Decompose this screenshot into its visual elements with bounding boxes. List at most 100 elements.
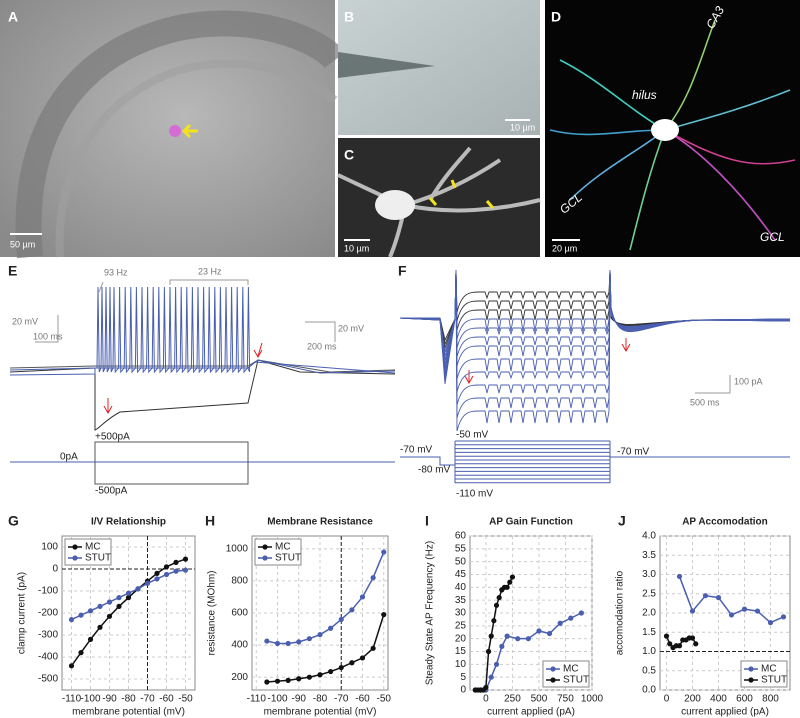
arrow [181, 123, 198, 139]
y-tick-label: 40 [455, 582, 467, 593]
data-point [182, 567, 189, 573]
y-axis-label: Steady State AP Frequency (Hz) [425, 541, 436, 685]
data-point [97, 624, 103, 630]
current-label: 0pA [60, 452, 78, 463]
x-tick-label: -80 [121, 694, 136, 705]
data-point [483, 684, 489, 691]
panel-f: F 100 pA 500 ms -70 mV -80 mV -50 mV -11… [398, 263, 791, 500]
panel-letter: C [344, 147, 354, 163]
micrograph [338, 138, 540, 257]
data-point [274, 678, 281, 684]
data-point [106, 613, 113, 619]
legend-label: MC [275, 542, 291, 553]
x-tick-label: 1000 [581, 694, 604, 705]
data-point [173, 559, 179, 566]
data-point [87, 636, 94, 643]
data-point [106, 599, 113, 605]
panel-c: 10 µm C [337, 138, 541, 258]
x-tick-label: -110 [62, 694, 82, 705]
data-point [296, 676, 302, 682]
y-tick-label: -300 [38, 630, 58, 641]
rest-trace [9, 359, 396, 373]
data-point [741, 606, 748, 612]
y-tick-label: -200 [38, 608, 58, 619]
data-point [546, 630, 553, 637]
x-tick-label: 0 [483, 694, 489, 705]
y-tick-label: -100 [38, 586, 58, 597]
data-point [173, 568, 179, 574]
data-point [338, 616, 344, 623]
x-tick-label: -90 [292, 694, 307, 705]
y-tick-label: 3.5 [642, 550, 656, 561]
chart-title: I/V Relationship [91, 517, 166, 528]
x-tick-label: 600 [736, 694, 753, 705]
scale-label: 20 mV [338, 323, 364, 333]
y-tick-label: 800 [231, 576, 248, 587]
data-point [767, 620, 774, 626]
x-axis-label: membrane potential (mV) [264, 707, 377, 718]
data-point [578, 610, 584, 616]
frequency-label: 23 Hz [198, 266, 222, 276]
soma [375, 190, 415, 220]
scale-bar [695, 375, 731, 394]
x-tick-label: -70 [334, 694, 349, 705]
panel-b: 10 µm B [338, 0, 540, 135]
y-tick-label: 2.0 [642, 608, 656, 619]
data-point [515, 636, 521, 642]
voltage-label: -80 mV [418, 465, 451, 476]
y-tick-label: 0 [52, 564, 58, 575]
data-point [485, 648, 492, 655]
x-tick-label: 800 [762, 694, 779, 705]
data-point [317, 632, 323, 638]
scale-label: 500 ms [690, 397, 720, 407]
y-tick-label: 0.5 [642, 665, 656, 676]
cell-layer [15, 10, 346, 259]
y-tick-label: 4.0 [642, 531, 656, 542]
scale-bar [305, 321, 336, 342]
x-axis-label: current applied (pA) [681, 707, 769, 718]
current-trace [399, 269, 791, 432]
data-point [154, 570, 160, 577]
data-point [68, 663, 75, 669]
scale-label: 10 µm [344, 243, 369, 253]
legend-box [740, 660, 788, 688]
x-tick-label: -50 [178, 694, 193, 705]
region-label: hilus [632, 88, 657, 102]
data-point [488, 633, 494, 639]
panel-letter: F [398, 263, 407, 279]
legend-box [542, 660, 590, 688]
data-point [349, 607, 355, 613]
scale-label: 100 pA [734, 376, 763, 386]
y-tick-label: 1000 [226, 543, 249, 554]
x-tick-label: 400 [710, 694, 727, 705]
data-point [349, 660, 355, 666]
y-tick-label: 400 [231, 640, 248, 651]
data-point [381, 612, 387, 618]
data-point [780, 614, 787, 620]
y-tick-label: 25 [455, 620, 467, 631]
data-point [317, 672, 323, 678]
chart-title: AP Gain Function [489, 517, 573, 528]
y-axis-label: clamp current (pA) [17, 572, 28, 654]
arrow [464, 370, 474, 385]
x-tick-label: -60 [355, 694, 370, 705]
data-point [381, 549, 387, 555]
y-tick-label: 3.0 [642, 569, 656, 580]
data-point [359, 594, 366, 600]
arrows [428, 179, 495, 209]
pipette [338, 52, 435, 78]
data-point [264, 638, 270, 644]
y-tick-label: 600 [231, 608, 248, 619]
y-tick-label: 35 [455, 595, 467, 606]
voltage-label: -70 mV [400, 445, 433, 456]
data-point [663, 633, 670, 639]
y-tick-label: 30 [455, 608, 467, 619]
arrow [621, 338, 631, 353]
data-point [274, 640, 281, 647]
legend-label: STUT [761, 675, 787, 686]
scale-label: 50 µm [10, 239, 35, 249]
y-tick-label: 50 [455, 556, 467, 567]
data-point [525, 636, 531, 642]
y-tick-label: 0.0 [642, 685, 656, 696]
panel-letter: E [8, 263, 17, 279]
